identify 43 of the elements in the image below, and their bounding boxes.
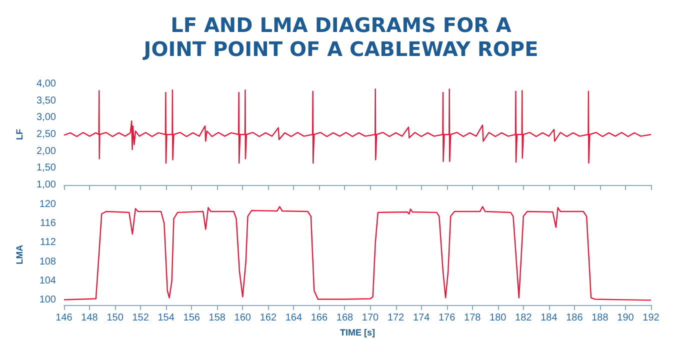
x-tick-label: 156 [183, 312, 200, 324]
x-tick-label: 170 [362, 312, 380, 324]
x-tick-label: 160 [234, 312, 252, 324]
x-axis-title: TIME [s] [340, 327, 375, 338]
x-tick-label: 152 [132, 312, 150, 324]
y-tick-label: 100 [39, 294, 56, 306]
y-tick-label: 3,50 [36, 95, 56, 106]
x-tick-label: 186 [566, 312, 584, 324]
x-tick-label: 166 [310, 312, 328, 324]
y-tick-label: 2,50 [36, 129, 56, 140]
line-series [63, 88, 652, 164]
x-tick-label: 172 [387, 312, 405, 324]
x-tick-label: 174 [412, 312, 430, 324]
x-tick-label: 168 [336, 312, 354, 324]
line-series [63, 206, 652, 301]
x-tick-label: 190 [617, 312, 634, 324]
x-tick-label: 184 [540, 312, 558, 324]
x-tick-label: 158 [208, 312, 226, 324]
x-tick-label: 154 [158, 312, 175, 324]
x-tick-label: 192 [642, 312, 660, 324]
y-tick-label: 4,00 [36, 78, 56, 90]
chart-title: LF AND LMA DIAGRAMS FOR A JOINT POINT OF A CABLEWAY ROPE [142, 13, 538, 61]
x-tick-label: 178 [464, 312, 482, 324]
x-tick-label: 176 [438, 312, 456, 324]
y-tick-label: 104 [39, 276, 56, 287]
y-tick-label: 3,00 [36, 112, 56, 124]
y-tick-label: 116 [40, 218, 56, 229]
y-tick-label: 2,00 [36, 146, 56, 157]
x-tick-label: 180 [490, 312, 507, 324]
x-tick-label: 148 [81, 312, 98, 324]
x-tick-label: 188 [592, 312, 609, 324]
x-tick-label: 162 [260, 312, 277, 324]
y-tick-label: 112 [40, 237, 56, 248]
x-tick-label: 146 [56, 312, 73, 324]
x-tick-label: 164 [285, 312, 302, 324]
x-tick-label: 150 [106, 312, 124, 324]
y-axis-title: LMA [14, 244, 24, 264]
y-tick-label: 1,00 [36, 180, 56, 190]
y-tick-label: 1,50 [36, 162, 56, 174]
x-tick-label: 182 [515, 312, 532, 324]
y-tick-label: 108 [39, 256, 56, 268]
y-tick-label: 120 [39, 198, 56, 210]
y-axis-title: LF [14, 128, 24, 140]
